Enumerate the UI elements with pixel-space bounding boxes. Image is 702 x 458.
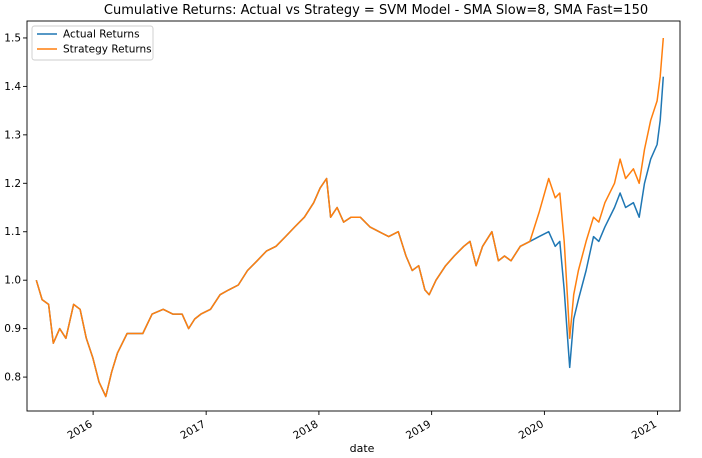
y-tick-label: 0.9	[4, 323, 21, 335]
x-tick-label: 2016	[65, 418, 94, 442]
series-line-actual-returns	[35, 76, 665, 398]
y-tick-label: 1.2	[4, 178, 21, 190]
x-axis-label: date	[350, 442, 375, 455]
legend-entry-label: Actual Returns	[63, 29, 140, 41]
y-tick-label: 1.0	[4, 275, 21, 287]
y-tick-label: 0.8	[4, 372, 21, 384]
chart-title: Cumulative Returns: Actual vs Strategy =…	[104, 3, 648, 18]
x-tick-label: 2019	[404, 418, 433, 442]
x-tick-label: 2020	[517, 418, 546, 442]
x-tick-label: 2021	[630, 418, 659, 442]
y-tick-label: 1.1	[4, 226, 21, 238]
legend-box	[31, 25, 154, 61]
y-tick-label: 1.3	[4, 129, 21, 141]
legend-entry-label: Strategy Returns	[63, 44, 152, 56]
plot-area: 0.8 0.9 1.0 1.1 1.2 1.3 1.4 1.5 2016 2017 2018 2019…	[4, 20, 681, 442]
legend: Actual Returns Strategy Returns	[31, 25, 154, 61]
y-tick-label: 1.5	[4, 32, 21, 44]
series-line-strategy-returns	[35, 37, 665, 398]
y-tick-label: 1.4	[4, 81, 21, 93]
axes-frame	[26, 20, 681, 412]
x-tick-label: 2017	[179, 418, 208, 442]
x-tick-label: 2018	[291, 418, 320, 442]
